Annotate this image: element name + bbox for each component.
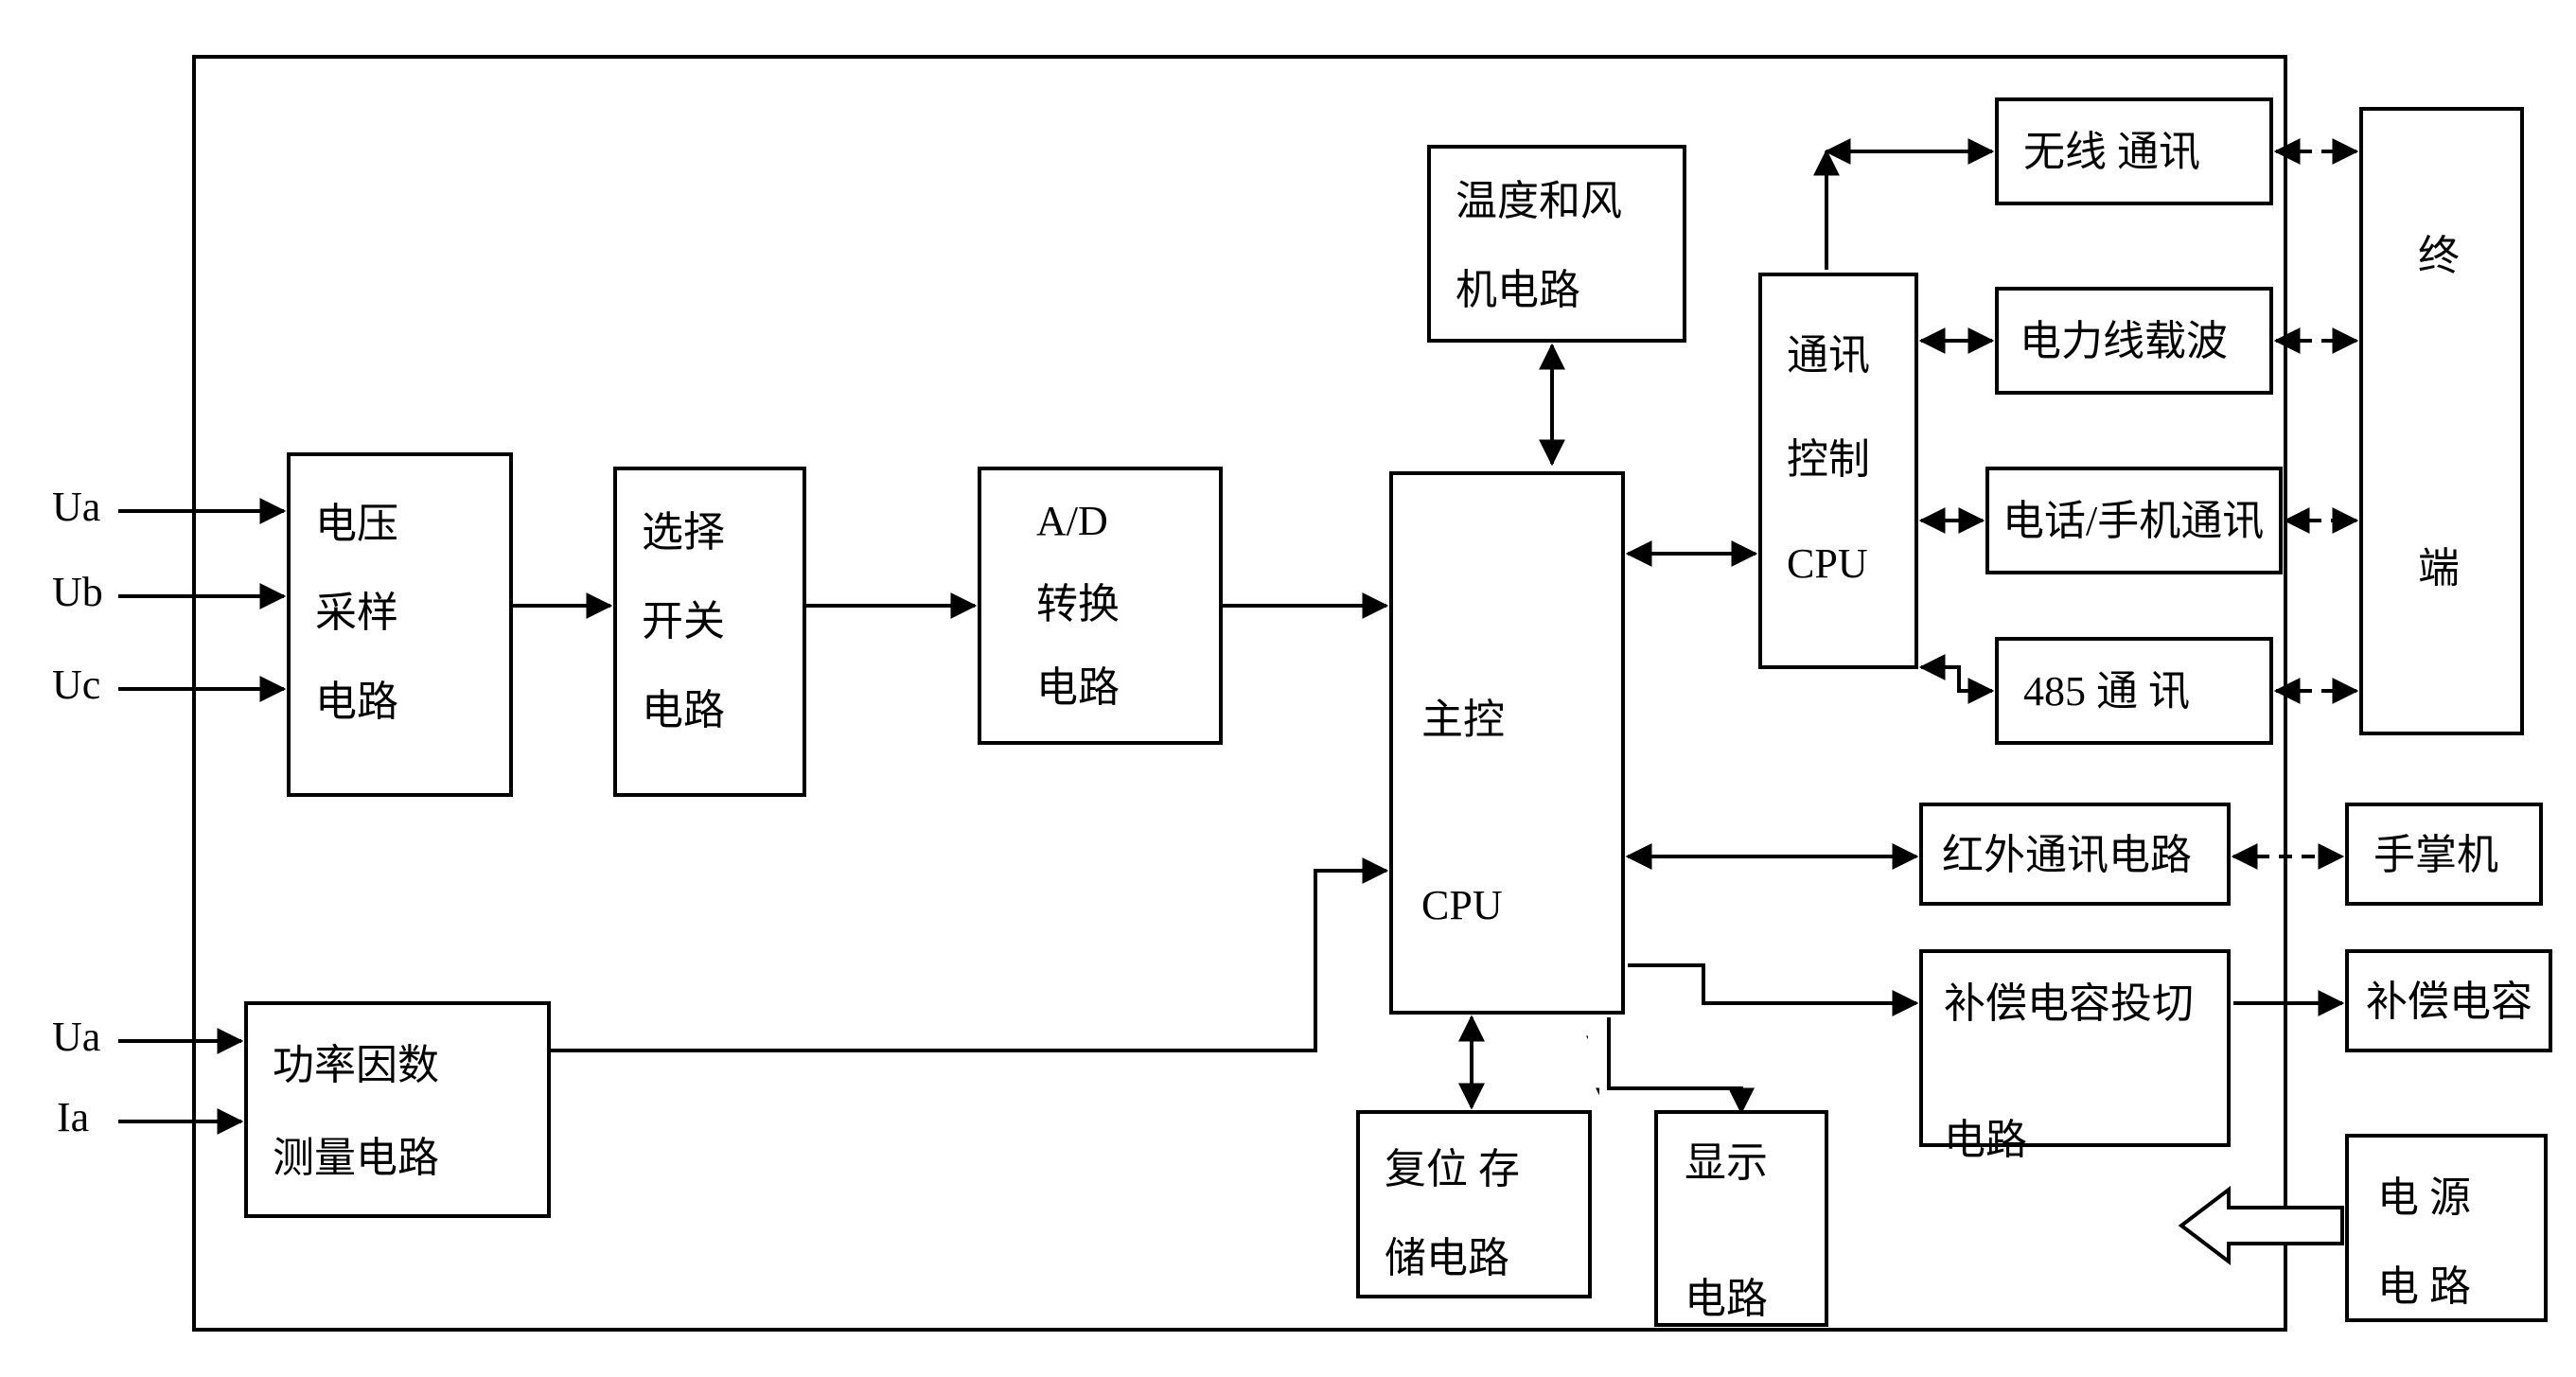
block-comm_cpu-line1: 控制	[1787, 436, 1870, 483]
svg-text:主控: 主控	[1421, 697, 1505, 743]
block-voltage_sampling-line1: 采样	[315, 590, 398, 636]
block-ad_convert: A/D 转换电路	[979, 468, 1221, 743]
svg-text:复位 存: 复位 存	[1385, 1146, 1520, 1192]
block-select_switch-line2: 电路	[642, 687, 725, 733]
block-temp_fan-line0: 温度和风	[1456, 178, 1622, 224]
diagram-canvas: UaUbUcUaIa电压采样电路选择开关电路A/D转换电路主控CPU温度和风机电…	[0, 0, 2576, 1377]
block-terminal-line3: 端	[2418, 545, 2460, 591]
input-label-uc: Uc	[52, 662, 100, 708]
svg-text:储电路: 储电路	[1385, 1235, 1509, 1281]
block-temp_fan: 温度和风机电路	[1429, 147, 1685, 341]
block-cap: 补偿电容	[2347, 951, 2550, 1050]
block-power_factor-line1: 测量电路	[273, 1135, 439, 1181]
block-voltage_sampling-line0: 电压	[315, 501, 398, 547]
block-terminal: 终端	[2361, 109, 2522, 733]
block-rs485: 485 通 讯	[1997, 639, 2271, 743]
block-temp_fan-line1: 机电路	[1456, 267, 1580, 313]
block-power_supply-line0: 电 源	[2377, 1174, 2471, 1221]
block-ir_comm: 红外通讯电路	[1921, 804, 2229, 904]
block-phone-line0: 电话/手机通讯	[2003, 498, 2264, 544]
block-comm_cpu-line2: CPU	[1787, 540, 1868, 587]
block-ir_comm-line0: 红外通讯电路	[1942, 832, 2192, 878]
block-ad_convert-line1: 转换	[1036, 581, 1120, 627]
block-cap_switch-line0: 补偿电容投切	[1944, 980, 2194, 1027]
block-plc-line0: 电力线载波	[2020, 318, 2228, 364]
block-cap_switch-line2: 电路	[1944, 1117, 2027, 1163]
block-phone: 电话/手机通讯	[1987, 468, 2281, 573]
block-wireless-line0: 无线 通讯	[2023, 129, 2200, 175]
svg-text:CPU: CPU	[1421, 882, 1503, 928]
input-label-ua1: Ua	[52, 484, 100, 530]
block-handheld-line0: 手掌机	[2373, 832, 2498, 878]
block-cap-line0: 补偿电容	[2366, 979, 2532, 1025]
block-cap_switch: 补偿电容投切电路	[1921, 951, 2229, 1163]
block-ad_convert-line2: 电路	[1036, 664, 1120, 711]
block-voltage_sampling: 电压采样电路	[289, 454, 511, 795]
block-select_switch: 选择开关电路	[615, 468, 804, 795]
block-wireless: 无线 通讯	[1997, 99, 2271, 203]
svg-text:电路: 电路	[1685, 1276, 1768, 1322]
block-power_supply-line1: 电 路	[2377, 1263, 2471, 1310]
block-select_switch-line0: 选择	[642, 509, 725, 556]
block-plc: 电力线载波	[1997, 289, 2271, 393]
block-handheld: 手掌机	[2347, 804, 2541, 904]
block-comm_cpu: 通讯控制 CPU	[1760, 274, 1916, 667]
block-power_supply: 电 源电 路	[2347, 1136, 2546, 1320]
block-power_factor-line0: 功率因数	[273, 1042, 439, 1088]
block-power_factor: 功率因数测量电路	[246, 1003, 549, 1216]
block-rs485-line0: 485 通 讯	[2023, 668, 2190, 715]
block-comm_cpu-line0: 通讯	[1787, 332, 1870, 379]
input-label-ub: Ub	[52, 569, 103, 615]
input-label-ua2: Ua	[52, 1014, 100, 1060]
block-terminal-line0: 终	[2418, 233, 2460, 279]
input-label-ia: Ia	[57, 1094, 89, 1140]
block-select_switch-line1: 开关	[642, 598, 725, 644]
block-voltage_sampling-line2: 电路	[315, 679, 398, 725]
block-ad_convert-line0: A/D	[1036, 498, 1108, 544]
svg-text:显示: 显示	[1685, 1139, 1768, 1186]
